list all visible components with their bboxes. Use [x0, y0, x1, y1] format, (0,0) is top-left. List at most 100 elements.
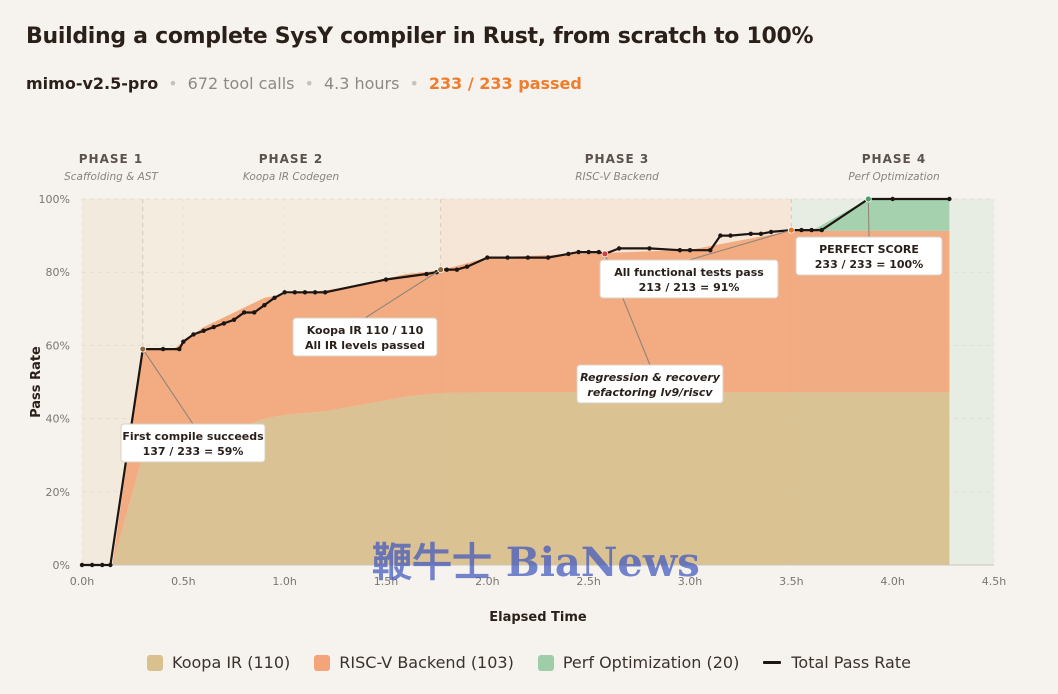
phase-description: Perf Optimization — [848, 171, 939, 183]
area-koopa-ir — [82, 392, 950, 565]
annotation-leader — [688, 229, 792, 261]
annotation-leader — [867, 198, 870, 238]
y-tick-label: 20% — [46, 486, 70, 499]
data-point — [748, 231, 753, 236]
data-point — [799, 227, 804, 233]
y-axis-title: Pass Rate — [29, 346, 44, 418]
data-point — [79, 562, 85, 568]
x-tick-label: 1.0h — [272, 575, 296, 588]
data-point — [819, 227, 824, 233]
phase-label: PHASE 2 — [259, 152, 324, 166]
annotation-text: 213 / 213 = 91% — [639, 281, 740, 294]
x-tick-label: 0.5h — [171, 575, 195, 588]
annotation-text: All IR levels passed — [305, 339, 425, 352]
legend-item-koopa: Koopa IR (110) — [147, 653, 290, 672]
legend-label-koopa: Koopa IR (110) — [172, 653, 291, 672]
data-point — [100, 562, 105, 568]
data-point — [444, 267, 449, 272]
data-point — [566, 251, 571, 257]
x-tick-label: 4.5h — [982, 575, 1006, 588]
x-tick-label: 3.0h — [678, 575, 702, 588]
chart-legend: Koopa IR (110) RISC-V Backend (103) Perf… — [0, 653, 1058, 672]
x-axis-title: Elapsed Time — [489, 610, 587, 625]
data-point — [616, 246, 622, 251]
separator-dot: • — [168, 74, 178, 93]
duration: 4.3 hours — [323, 74, 400, 93]
y-tick-label: 40% — [46, 413, 70, 426]
data-point — [545, 255, 551, 260]
data-point — [687, 248, 693, 253]
data-point — [108, 562, 113, 568]
data-point — [596, 249, 601, 255]
data-point — [464, 264, 470, 269]
data-point — [647, 246, 652, 251]
data-point — [505, 255, 510, 260]
legend-item-total: Total Pass Rate — [763, 653, 911, 672]
data-point — [947, 196, 952, 202]
annotation-box — [292, 317, 438, 357]
x-tick-label: 2.0h — [475, 575, 499, 588]
area-riscv-backend — [82, 230, 950, 566]
data-point — [201, 328, 206, 333]
legend-label-total: Total Pass Rate — [791, 653, 911, 672]
annotation-text: First compile succeeds — [122, 430, 264, 443]
data-point — [231, 317, 237, 322]
annotation-text: All functional tests pass — [614, 266, 764, 279]
data-point — [191, 332, 196, 337]
data-point — [181, 339, 186, 344]
passed-count: 233 / 233 passed — [428, 74, 582, 93]
data-point — [677, 248, 683, 253]
phase-description: Scaffolding & AST — [64, 171, 159, 183]
run-summary: mimo-v2.5-pro • 672 tool calls • 4.3 hours • 2… — [26, 74, 582, 93]
data-point — [768, 229, 774, 235]
annotation-marker — [864, 195, 872, 203]
legend-label-riscv: RISC-V Backend (103) — [339, 653, 514, 672]
legend-item-perf: Perf Optimization (20) — [537, 653, 739, 672]
data-point — [89, 562, 95, 568]
x-tick-label: 2.5h — [576, 575, 600, 588]
data-point — [718, 233, 723, 238]
data-point — [241, 310, 247, 315]
separator-dot: • — [409, 74, 419, 93]
data-point — [424, 271, 429, 277]
data-point — [758, 231, 764, 236]
annotation-text: 233 / 233 = 100% — [815, 258, 923, 271]
y-tick-label: 80% — [46, 266, 70, 279]
annotation-marker — [601, 250, 609, 258]
annotation-box — [599, 259, 779, 299]
annotation-marker — [787, 226, 795, 234]
separator-dot: • — [304, 74, 314, 93]
legend-swatch-riscv — [314, 654, 331, 671]
legend-swatch-perf — [537, 654, 554, 671]
data-point — [262, 302, 267, 308]
y-tick-label: 60% — [46, 339, 70, 352]
x-tick-label: 0.0h — [70, 575, 94, 588]
data-point — [252, 310, 257, 315]
phase-label: PHASE 4 — [862, 152, 927, 166]
annotation-box — [795, 236, 943, 276]
annotation-marker — [437, 266, 445, 274]
phase-label: PHASE 1 — [79, 152, 144, 166]
data-point — [312, 290, 318, 295]
tool-calls-count: 672 tool calls — [187, 74, 295, 93]
data-point — [708, 248, 713, 253]
data-point — [576, 249, 581, 255]
phase-description: Koopa IR Codegen — [243, 171, 339, 183]
data-point — [323, 290, 328, 295]
data-point — [728, 233, 733, 238]
y-tick-label: 100% — [39, 193, 70, 206]
y-tick-label: 0% — [53, 559, 70, 572]
data-point — [211, 324, 216, 330]
annotation-leader — [364, 269, 442, 319]
legend-line-total — [763, 661, 782, 664]
data-point — [525, 255, 531, 260]
data-point — [383, 277, 389, 282]
annotation-text: PERFECT SCORE — [819, 243, 919, 256]
annotation-leader — [142, 348, 194, 425]
annotation-box — [120, 423, 266, 463]
annotation-text: 137 / 233 = 59% — [143, 445, 244, 458]
x-tick-label: 3.5h — [779, 575, 803, 588]
legend-item-riscv: RISC-V Backend (103) — [314, 653, 514, 672]
chart-title: Building a complete SysY compiler in Rus… — [26, 24, 814, 49]
